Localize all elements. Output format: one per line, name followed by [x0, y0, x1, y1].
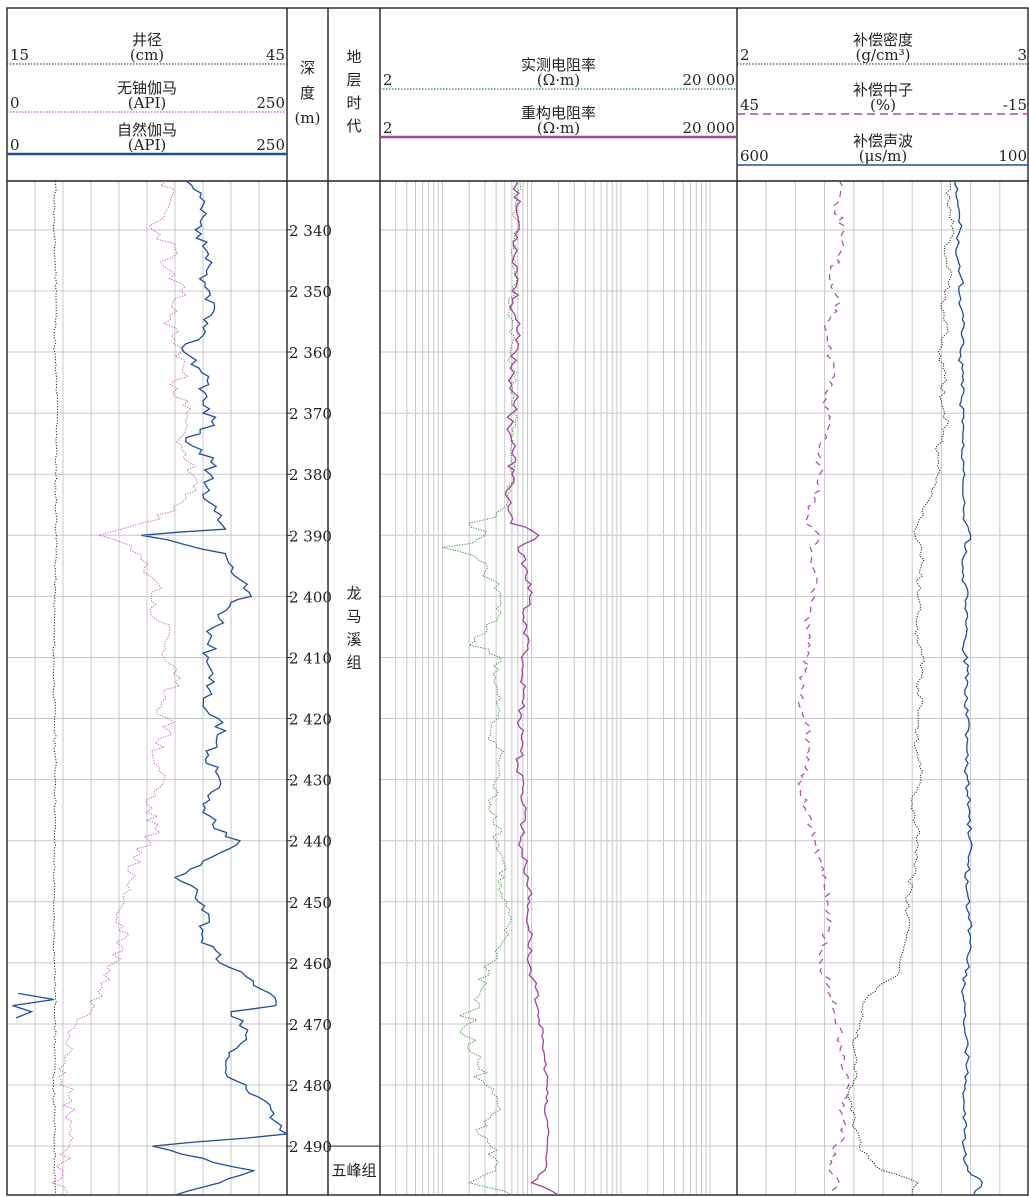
depth-tick-label: 2 380	[289, 466, 332, 484]
depth-tick-label: 2 350	[289, 283, 332, 301]
curve-unit-label: (%)	[870, 96, 896, 114]
curve-unit-label: (Ω·m)	[537, 119, 580, 137]
curve-min-label: 2	[383, 119, 393, 137]
curve-max-label: -15	[1003, 96, 1027, 114]
strata-header-label: 地	[346, 48, 361, 66]
uranium-free-gamma-curve	[50, 180, 199, 1196]
curve-min-label: 600	[740, 147, 769, 165]
curve-name-label: 补偿声波	[853, 132, 913, 150]
curve-max-label: 20 000	[683, 119, 736, 137]
strata-unit-label: 五峰组	[331, 1162, 376, 1180]
curve-name-label: 补偿密度	[853, 31, 913, 49]
curve-min-label: 0	[10, 136, 20, 154]
strata-unit-label: 马	[346, 608, 361, 626]
depth-tick-label: 2 360	[289, 344, 332, 362]
curve-unit-label: (g/cm³)	[856, 46, 911, 64]
strata-unit-label: 龙	[346, 585, 361, 603]
depth-column: 2 340 2 350 2 360 2 370 2 380 2 390 2 400 2 410…	[287, 222, 332, 1156]
curve-min-label: 45	[740, 96, 759, 114]
curve-unit-label: (μs/m)	[859, 147, 907, 165]
curve-name-label: 补偿中子	[853, 81, 913, 99]
natural-gamma-curve	[141, 180, 290, 1196]
curve-min-label: 0	[10, 94, 20, 112]
depth-tick-label: 2 410	[289, 649, 332, 667]
strata-header-label: 代	[346, 117, 361, 135]
curve-max-label: 100	[998, 147, 1027, 165]
natural-gamma-offscale-curve	[12, 992, 55, 1019]
depth-tick-label: 2 430	[289, 772, 332, 790]
curve-max-label: 250	[256, 94, 285, 112]
depth-tick-label: 2 450	[289, 894, 332, 912]
measured-resistivity-curve	[442, 180, 522, 1196]
depth-tick-label: 2 420	[289, 711, 332, 729]
curve-unit-label: (API)	[128, 136, 167, 154]
strata-unit-label: 溪	[346, 631, 361, 649]
depth-axis-label: 深	[300, 59, 315, 77]
curve-max-label: 3	[1017, 46, 1027, 64]
depth-tick-label: 2 490	[289, 1138, 332, 1156]
curve-unit-label: (cm)	[130, 46, 164, 64]
curve-min-label: 2	[740, 46, 750, 64]
depth-tick-label: 2 400	[289, 588, 332, 606]
strata-header-label: 层	[346, 71, 361, 89]
neutron-curve	[797, 180, 850, 1196]
caliper-curve	[52, 180, 59, 1195]
curve-min-label: 15	[10, 46, 29, 64]
curve-max-label: 20 000	[683, 71, 736, 89]
depth-tick-label: 2 480	[289, 1077, 332, 1095]
curve-name-label: 井径	[132, 31, 162, 49]
curve-name-label: 自然伽马	[117, 121, 177, 139]
curve-min-label: 2	[383, 71, 393, 89]
log-curves	[12, 180, 984, 1196]
curve-name-label: 实测电阻率	[521, 56, 596, 74]
density-curve	[847, 180, 955, 1196]
reconstructed-resistivity-curve	[504, 180, 559, 1196]
depth-tick-label: 2 440	[289, 833, 332, 851]
sonic-curve	[954, 180, 984, 1196]
curve-unit-label: (API)	[128, 94, 167, 112]
depth-tick-label: 2 460	[289, 955, 332, 973]
depth-tick-label: 2 390	[289, 527, 332, 545]
chart-frame	[6, 7, 1029, 1196]
curve-unit-label: (Ω·m)	[537, 71, 580, 89]
outer-border	[6, 7, 1029, 1196]
curve-name-label: 无铀伽马	[117, 79, 177, 97]
curve-name-label: 重构电阻率	[521, 104, 596, 122]
strata-header-label: 时	[346, 94, 361, 112]
strata-unit-label: 组	[346, 654, 361, 672]
depth-tick-label: 2 470	[289, 1016, 332, 1034]
depth-axis-label: (m)	[295, 109, 321, 127]
depth-tick-label: 2 370	[289, 405, 332, 423]
curve-max-label: 45	[266, 46, 285, 64]
depth-tick-label: 2 340	[289, 222, 332, 240]
curve-max-label: 250	[256, 136, 285, 154]
depth-axis-label: 度	[300, 84, 315, 102]
